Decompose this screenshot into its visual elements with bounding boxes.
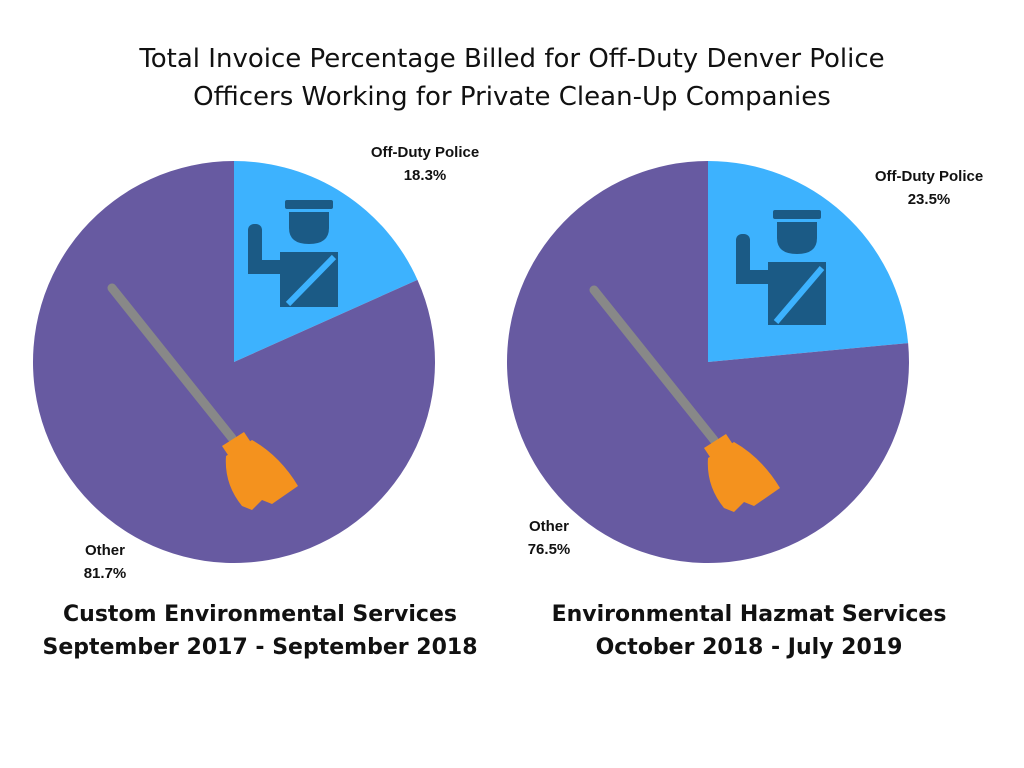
slice-other (32, 161, 436, 563)
value-off-duty-police: 18.3% (404, 167, 447, 184)
value-other: 76.5% (528, 541, 571, 558)
value-other: 81.7% (84, 565, 127, 582)
police-officer-icon (736, 210, 826, 325)
pie-chart-custom-environmental: Off-Duty Police 18.3% Other 81.7% (32, 144, 479, 582)
chart-title-line-2: Officers Working for Private Clean-Up Co… (193, 82, 831, 112)
broom-icon (589, 285, 780, 512)
value-off-duty-police: 23.5% (908, 191, 951, 208)
caption-period: October 2018 - July 2019 (595, 635, 903, 660)
caption-company: Environmental Hazmat Services (551, 602, 947, 627)
caption-environmental-hazmat: Environmental Hazmat Services October 20… (514, 598, 984, 664)
label-off-duty-police: Off-Duty Police (371, 144, 479, 161)
slice-off-duty-police (708, 161, 909, 362)
label-off-duty-police: Off-Duty Police (875, 168, 983, 185)
pie-chart-environmental-hazmat: Off-Duty Police 23.5% Other 76.5% (507, 161, 983, 563)
chart-title: Total Invoice Percentage Billed for Off-… (0, 40, 1024, 116)
label-other: Other (85, 542, 125, 559)
broom-icon (107, 283, 298, 510)
label-other: Other (529, 518, 569, 535)
chart-title-line-1: Total Invoice Percentage Billed for Off-… (139, 44, 885, 74)
slice-other (507, 161, 909, 563)
caption-custom-environmental: Custom Environmental Services September … (25, 598, 495, 664)
caption-period: September 2017 - September 2018 (42, 635, 478, 660)
caption-company: Custom Environmental Services (63, 602, 457, 627)
police-officer-icon (248, 200, 338, 307)
